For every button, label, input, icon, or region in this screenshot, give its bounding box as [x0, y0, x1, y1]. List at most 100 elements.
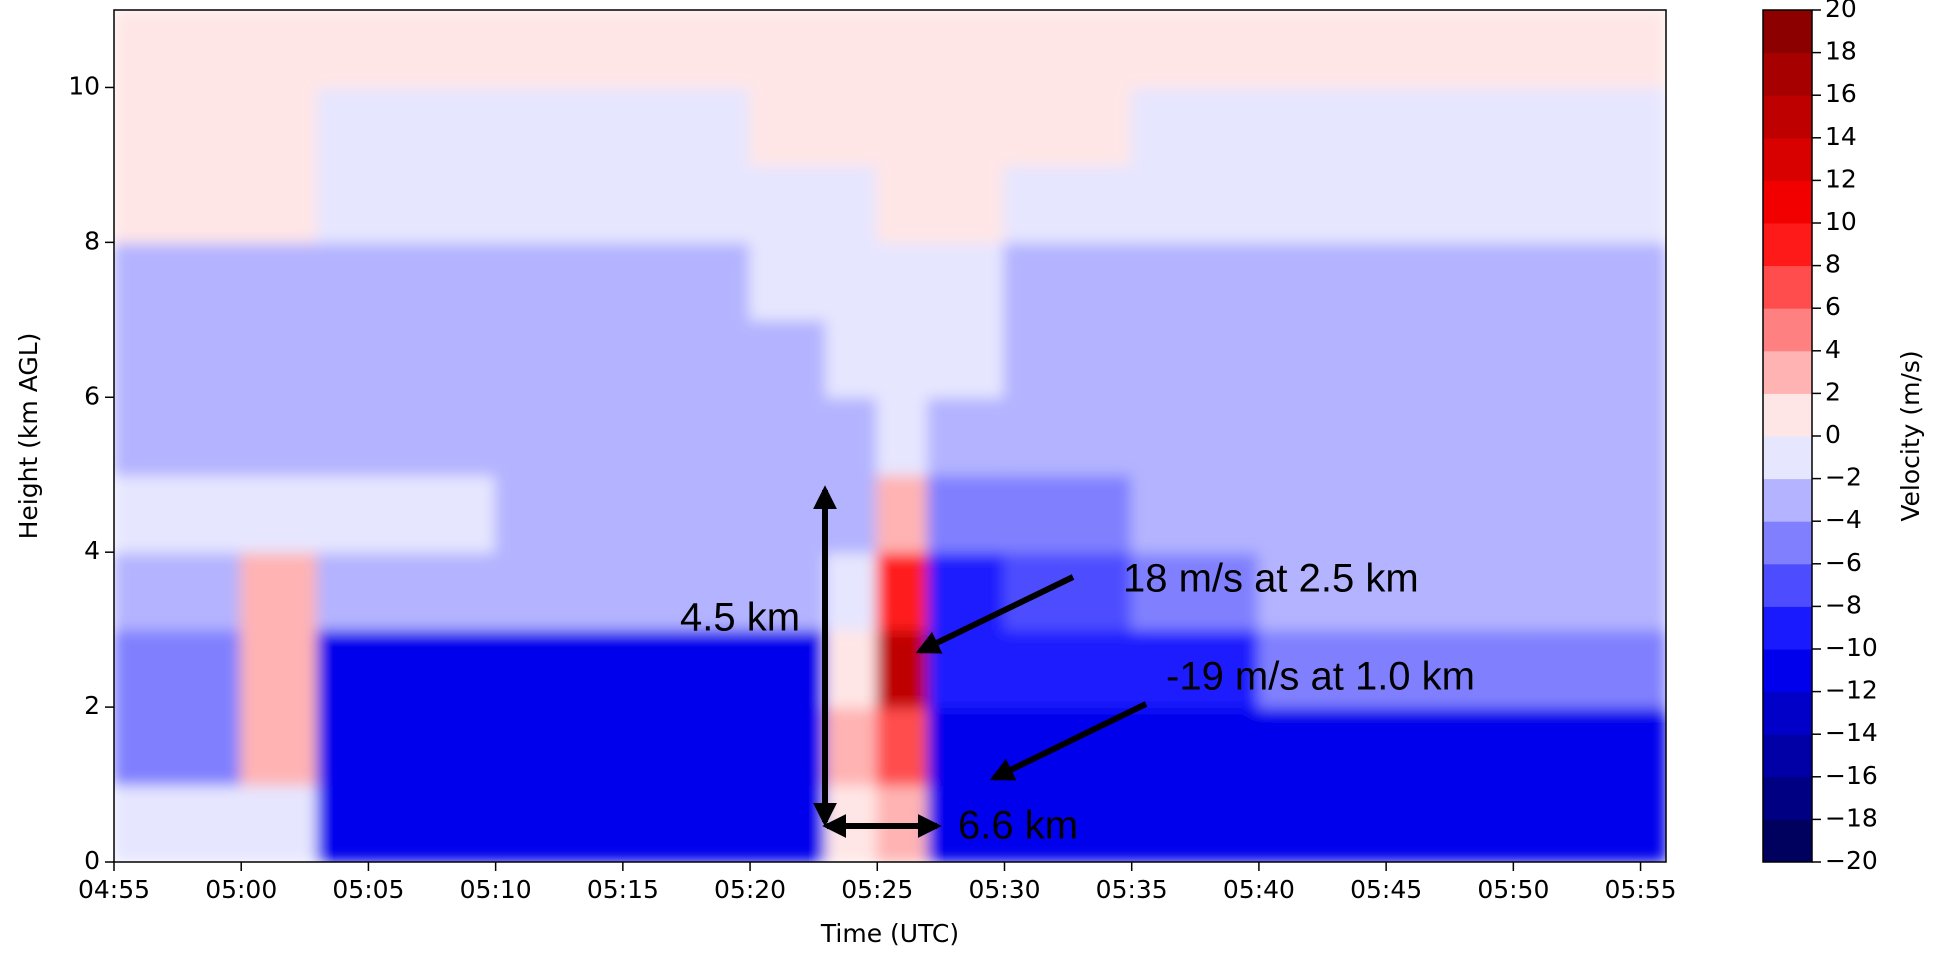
colorbar-tick-label: 16 [1825, 79, 1857, 108]
heatmap-cell [621, 241, 752, 321]
heatmap-cell [1130, 551, 1260, 631]
heatmap-cell [1003, 163, 1133, 244]
heatmap-cell [1257, 86, 1388, 166]
heatmap-cell [240, 163, 319, 244]
y-tick-label: 10 [68, 71, 100, 100]
colorbar-swatch [1763, 52, 1812, 96]
heatmap-cell [1512, 628, 1666, 709]
heatmap-cell [876, 10, 930, 89]
heatmap-cell [927, 551, 1006, 631]
heatmap-cell [825, 706, 879, 786]
heatmap-cell [240, 706, 319, 786]
colorbar-swatch [1763, 265, 1812, 309]
heatmap-cell [1257, 318, 1388, 399]
colorbar-tick-label: −16 [1825, 761, 1878, 790]
heatmap-cell [494, 318, 624, 399]
heatmap-cell [1003, 86, 1133, 166]
heatmap-cell [927, 318, 1006, 399]
colorbar-tick-label: 14 [1825, 122, 1857, 151]
y-tick-label: 0 [84, 846, 100, 875]
heatmap-cell [494, 783, 624, 862]
colorbar-swatch [1763, 734, 1812, 778]
colorbar-tick-label: −8 [1825, 590, 1862, 619]
heatmap-cell [494, 10, 624, 89]
heatmap-cell [876, 628, 930, 709]
heatmap-cell [1512, 783, 1666, 862]
x-tick-label: 05:30 [968, 875, 1040, 904]
heatmap-cell [1130, 783, 1260, 862]
colorbar-swatch [1763, 350, 1812, 394]
heatmap-cell [1512, 10, 1666, 89]
heatmap-cell [1130, 396, 1260, 476]
heatmap-cell [825, 241, 879, 321]
heatmap-cell [1130, 86, 1260, 166]
heatmap-cell [825, 628, 879, 709]
heatmap-cell [1385, 163, 1515, 244]
heatmap-cell [114, 628, 243, 709]
heatmap-cell [1130, 318, 1260, 399]
heatmap-cell [1003, 473, 1133, 554]
colorbar-swatch [1763, 10, 1812, 54]
colorbar-swatch [1763, 649, 1812, 693]
heatmap-cell [749, 628, 828, 709]
heatmap-cell [749, 706, 828, 786]
y-tick-label: 2 [84, 691, 100, 720]
x-tick-label: 05:50 [1477, 875, 1549, 904]
colorbar-tick-label: −2 [1825, 463, 1862, 492]
colorbar-tick-label: 0 [1825, 420, 1841, 449]
x-tick-label: 05:45 [1350, 875, 1422, 904]
heatmap-cell [1130, 628, 1260, 709]
colorbar-tick-label: 8 [1825, 250, 1841, 279]
x-tick-label: 05:10 [460, 875, 532, 904]
heatmap-cell [1130, 473, 1260, 554]
heatmap-cell [114, 783, 243, 862]
heatmap-cell [876, 86, 930, 166]
heatmap-cell [1385, 551, 1515, 631]
annotation: 6.6 km [958, 804, 1078, 848]
heatmap-cell [621, 318, 752, 399]
heatmap-cell [494, 86, 624, 166]
heatmap-cell [927, 706, 1006, 786]
colorbar-swatch [1763, 521, 1812, 565]
heatmap-cell [316, 163, 497, 244]
heatmap [114, 10, 1666, 862]
colorbar-swatch [1763, 776, 1812, 820]
heatmap-cell [240, 241, 319, 321]
heatmap-cell [876, 318, 930, 399]
heatmap-cell [749, 241, 828, 321]
heatmap-cell [1257, 551, 1388, 631]
heatmap-cell [1385, 318, 1515, 399]
colorbar-tick-label: 2 [1825, 377, 1841, 406]
heatmap-cell [1257, 783, 1388, 862]
heatmap-cell [114, 318, 243, 399]
y-tick-label: 8 [84, 226, 100, 255]
heatmap-cell [749, 473, 828, 554]
colorbar-tick-label: 10 [1825, 207, 1857, 236]
heatmap-cell [1385, 241, 1515, 321]
heatmap-cell [876, 473, 930, 554]
heatmap-cell [1003, 318, 1133, 399]
heatmap-cell [114, 86, 243, 166]
heatmap-cell [316, 628, 497, 709]
heatmap-cell [749, 10, 828, 89]
heatmap-cell [825, 318, 879, 399]
heatmap-cell [114, 241, 243, 321]
heatmap-cell [927, 163, 1006, 244]
heatmap-cell [114, 706, 243, 786]
heatmap-cell [927, 473, 1006, 554]
heatmap-cell [749, 318, 828, 399]
colorbar-tick-label: −18 [1825, 803, 1878, 832]
heatmap-cell [114, 10, 243, 89]
heatmap-cell [621, 10, 752, 89]
y-tick-label: 4 [84, 536, 100, 565]
x-tick-label: 05:55 [1605, 875, 1677, 904]
x-tick-label: 05:40 [1223, 875, 1295, 904]
heatmap-cell [1512, 706, 1666, 786]
heatmap-cell [316, 86, 497, 166]
colorbar-swatch [1763, 137, 1812, 181]
heatmap-cell [316, 473, 497, 554]
colorbar-swatch [1763, 606, 1812, 650]
heatmap-cell [240, 396, 319, 476]
heatmap-cell [494, 473, 624, 554]
heatmap-cell [621, 163, 752, 244]
